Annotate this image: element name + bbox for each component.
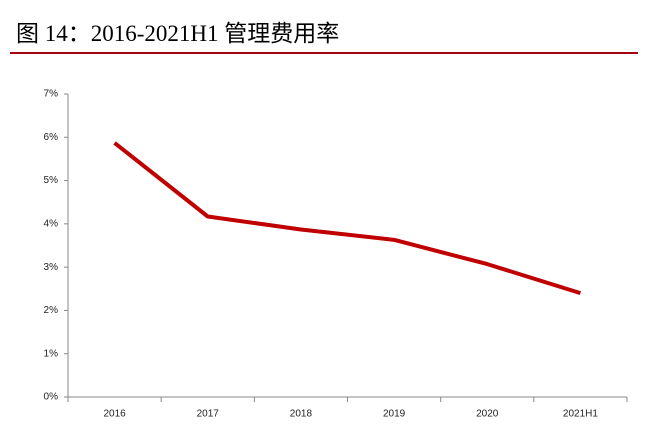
y-tick-label: 4% [44,218,59,229]
x-tick-label: 2018 [290,409,313,420]
y-tick-label: 5% [44,175,59,186]
y-tick-label: 0% [44,392,59,403]
y-tick-label: 2% [44,305,59,316]
title-rule [10,52,638,54]
y-tick-label: 3% [44,262,59,273]
x-tick-label: 2019 [383,409,406,420]
x-tick-label: 2021H1 [563,409,598,420]
line [113,141,582,296]
y-tick-label: 6% [44,132,59,143]
y-tick-label: 1% [44,348,59,359]
y-tick-label: 7% [44,89,59,100]
chart-title: 图 14：2016-2021H1 管理费用率 [16,21,340,46]
x-tick-label: 2016 [103,409,126,420]
x-tick-label: 2020 [476,409,499,420]
x-tick-label: 2017 [197,409,220,420]
